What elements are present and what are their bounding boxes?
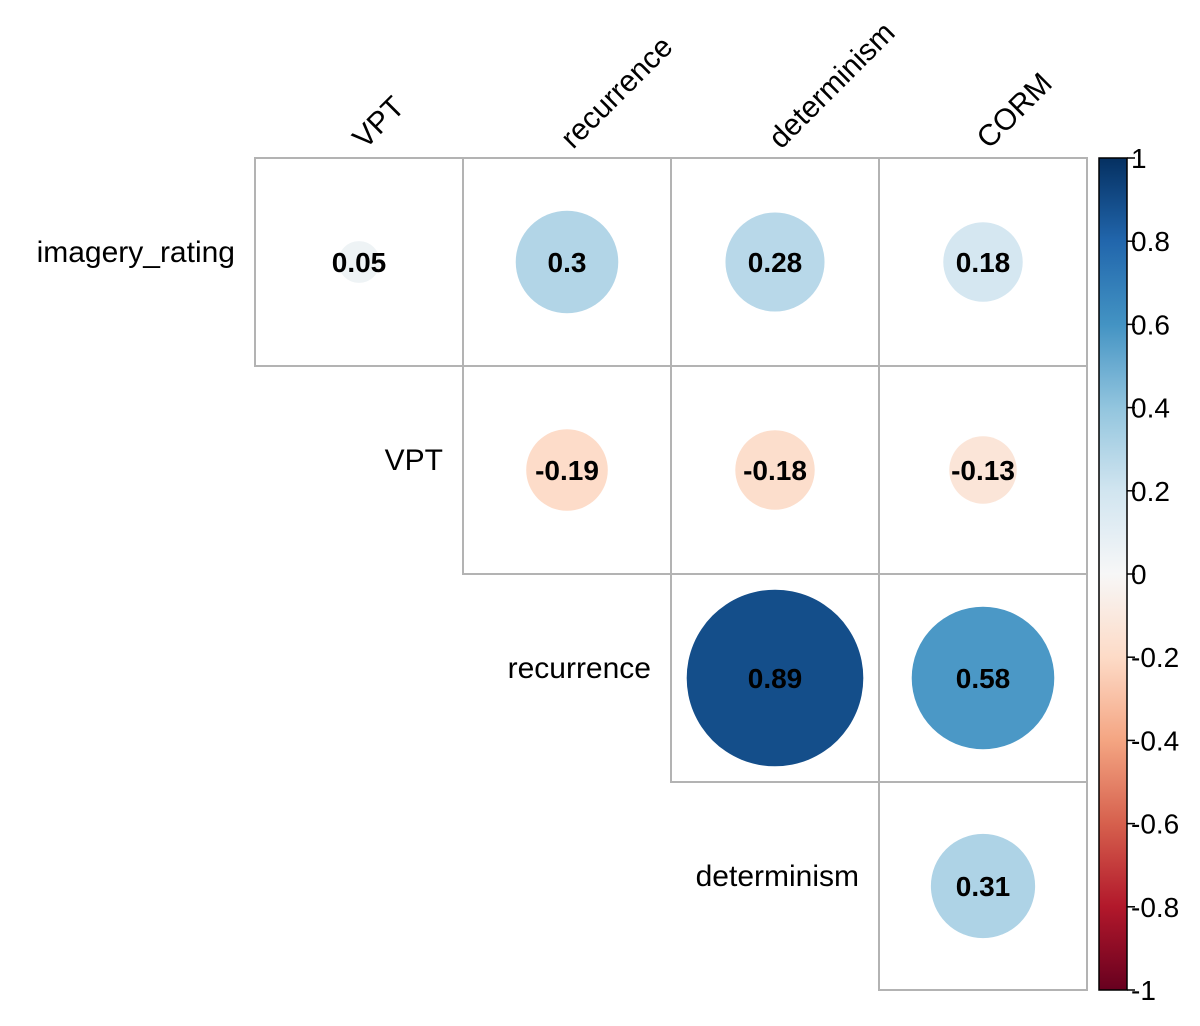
circle-recurrence-determinism bbox=[686, 589, 864, 767]
coefficient-vpt-corm: -0.13 bbox=[951, 455, 1015, 486]
circle-vpt-corm bbox=[949, 436, 1017, 504]
circle-layer bbox=[338, 210, 1055, 939]
coefficient-recurrence-corm: 0.58 bbox=[956, 663, 1011, 694]
colorbar-tick-label: -0.8 bbox=[1131, 892, 1179, 923]
circle-recurrence-corm bbox=[911, 606, 1055, 750]
colorbar-tick-label: 0.4 bbox=[1131, 393, 1170, 424]
circle-determinism-corm bbox=[930, 833, 1036, 939]
row-label-recurrence: recurrence bbox=[508, 652, 651, 685]
colorbar-gradient bbox=[1098, 157, 1128, 991]
coefficient-vpt-determinism: -0.18 bbox=[743, 455, 807, 486]
row-label-determinism: determinism bbox=[696, 860, 859, 893]
coefficient-determinism-corm: 0.31 bbox=[956, 871, 1011, 902]
row-label-vpt: VPT bbox=[385, 444, 443, 477]
colorbar-tick-label: -0.4 bbox=[1131, 725, 1179, 756]
colorbar-tick-label: 0.8 bbox=[1131, 226, 1170, 257]
grid-layer bbox=[254, 157, 1088, 991]
column-label-recurrence: recurrence bbox=[555, 30, 680, 155]
circle-imagery-rating-vpt bbox=[338, 241, 380, 283]
coefficient-imagery-rating-vpt: 0.05 bbox=[332, 247, 387, 278]
row-label-imagery-rating: imagery_rating bbox=[37, 236, 235, 269]
coefficient-vpt-recurrence: -0.19 bbox=[535, 455, 599, 486]
colorbar-tick-label: -0.6 bbox=[1131, 809, 1179, 840]
colorbar-tick-label: 0 bbox=[1131, 559, 1147, 590]
colorbar-tick-label: -0.2 bbox=[1131, 642, 1179, 673]
column-label-corm: CORM bbox=[971, 67, 1059, 155]
circle-vpt-determinism bbox=[735, 430, 815, 510]
colorbar-tick-label: -1 bbox=[1131, 975, 1156, 1006]
colorbar: 1 0.8 0.6 0.4 0.2 0 -0.2 -0.4 -0.6 -0.8 -1 bbox=[1098, 143, 1179, 1006]
coefficient-imagery-rating-corm: 0.18 bbox=[956, 247, 1011, 278]
coefficient-imagery-rating-determinism: 0.28 bbox=[748, 247, 803, 278]
circle-imagery-rating-recurrence bbox=[515, 210, 619, 314]
column-label-determinism: determinism bbox=[763, 16, 902, 155]
circle-imagery-rating-determinism bbox=[725, 212, 825, 312]
coefficient-imagery-rating-recurrence: 0.3 bbox=[548, 247, 587, 278]
colorbar-tick-label: 0.6 bbox=[1131, 309, 1170, 340]
cell-determinism-corm bbox=[878, 781, 1088, 991]
circle-vpt-recurrence bbox=[526, 429, 608, 511]
colorbar-tick-label: 0.2 bbox=[1131, 476, 1170, 507]
column-label-vpt: VPT bbox=[347, 90, 412, 155]
colorbar-tick-label: 1 bbox=[1131, 143, 1147, 174]
coefficient-layer: 0.05 0.3 0.28 0.18 -0.19 -0.18 -0.13 0.89 0.58 0.… bbox=[332, 247, 1015, 902]
coefficient-recurrence-determinism: 0.89 bbox=[748, 663, 803, 694]
circle-imagery-rating-corm bbox=[943, 222, 1023, 302]
